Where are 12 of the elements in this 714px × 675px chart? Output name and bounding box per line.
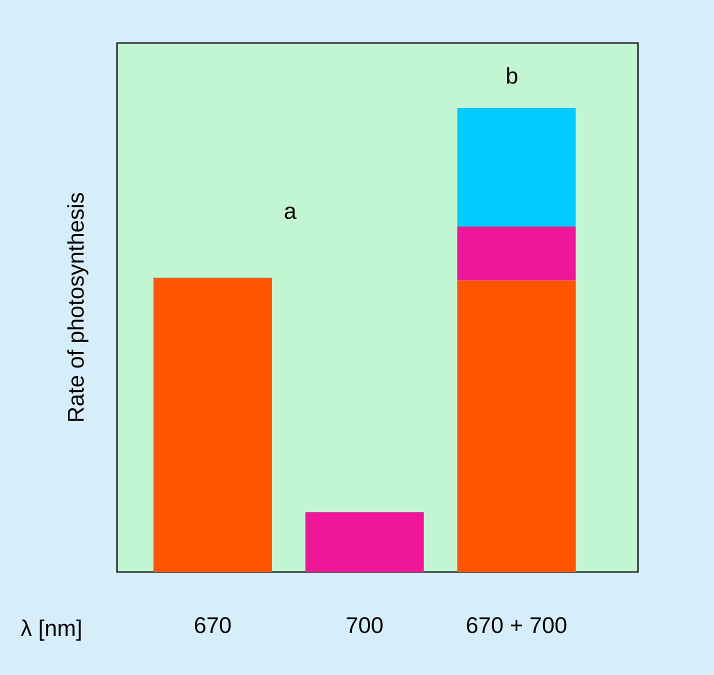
x-axis-title: λ [nm] [20, 620, 81, 641]
bar [305, 512, 424, 572]
x-tick-label: 670 [194, 617, 231, 634]
bar [457, 108, 576, 226]
bar [153, 278, 272, 572]
x-tick-label: 700 [346, 617, 383, 634]
bar [457, 226, 576, 280]
x-tick-label: 670 + 700 [466, 617, 566, 634]
y-axis-title: Rate of photosynthesis [67, 193, 88, 421]
bar [457, 280, 576, 572]
annotation: a [284, 206, 296, 220]
text: b [507, 67, 518, 84]
